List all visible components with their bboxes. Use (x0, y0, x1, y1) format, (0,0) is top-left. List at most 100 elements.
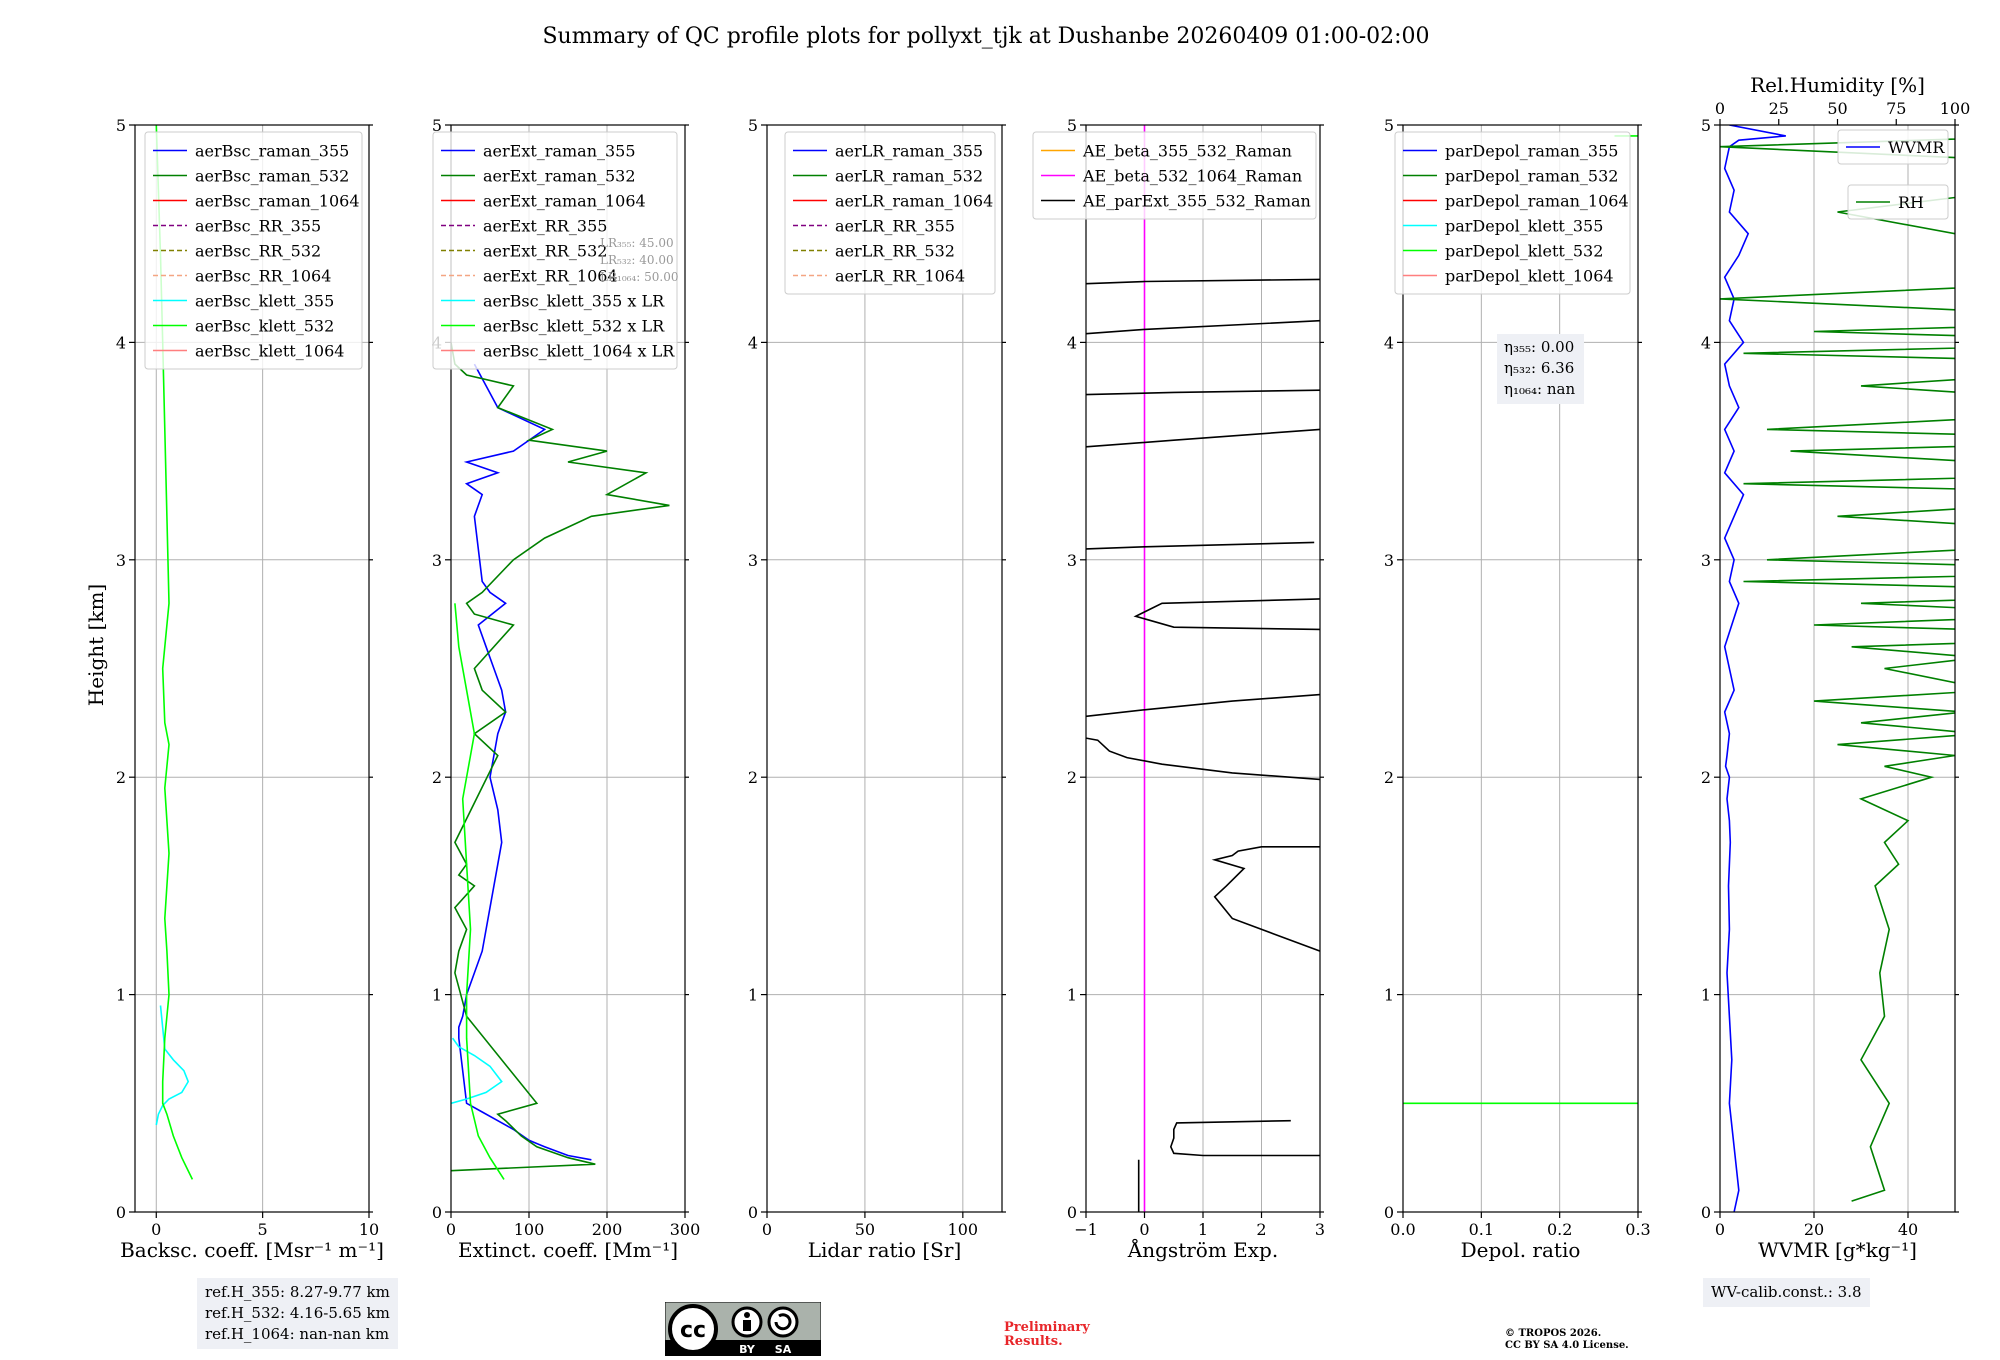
x-tick-label: 0 (446, 1220, 456, 1239)
y-tick-label: 4 (748, 333, 758, 352)
y-tick-label: 3 (1384, 551, 1394, 570)
x-tick-label: 0.1 (1469, 1220, 1494, 1239)
x-tick-label: 3 (1315, 1220, 1325, 1239)
legend-label: aerLR_RR_532 (835, 242, 955, 261)
x-tick-label: 100 (948, 1220, 979, 1239)
series-aerExt_raman_532-1 (451, 342, 670, 1172)
legend-box (1394, 131, 1631, 295)
y-tick-label: 2 (1067, 768, 1077, 787)
x-axis-label: Lidar ratio [Sr] (808, 1238, 962, 1262)
legend-label: parDepol_raman_355 (1445, 142, 1618, 161)
y-tick-label: 3 (116, 551, 126, 570)
legend-label: AE_beta_532_1064_Raman (1082, 167, 1302, 186)
x-tick-label: 0 (1139, 1220, 1149, 1239)
y-tick-label: 1 (1384, 986, 1394, 1005)
lr-annotation: LR₃₅₅: 45.00 (600, 236, 674, 250)
y-tick-label: 3 (432, 551, 442, 570)
copyright-line-2: CC BY SA 4.0 License. (1505, 1340, 1629, 1351)
x-axis-label: Backsc. coeff. [Msr⁻¹ m⁻¹] (120, 1238, 384, 1262)
legend: WVMR RH (1837, 129, 1949, 220)
series-RH-1 (1720, 138, 1955, 1202)
legend-label: aerLR_RR_1064 (835, 267, 965, 286)
legend-label: aerBsc_klett_1064 (195, 342, 344, 361)
ref-height-1064: ref.H_1064: nan-nan km (205, 1325, 390, 1343)
y-tick-label: 5 (432, 116, 442, 135)
legend-label: aerBsc_RR_532 (195, 242, 321, 261)
x-axis-label: Extinct. coeff. [Mm⁻¹] (458, 1238, 678, 1262)
y-tick-label: 4 (116, 333, 126, 352)
x-axis-label: Depol. ratio (1461, 1238, 1581, 1262)
y-tick-label: 5 (1384, 116, 1394, 135)
legend-label: aerBsc_raman_355 (195, 142, 349, 161)
series-WVMR-0 (1723, 125, 1786, 1212)
legend: aerExt_raman_355 aerExt_raman_532 aerExt_r… (432, 131, 678, 370)
legend: aerLR_raman_355 aerLR_raman_532 aerLR_rama… (784, 131, 996, 295)
x-tick-label: 10 (359, 1220, 379, 1239)
legend-label: AE_beta_355_532_Raman (1082, 142, 1292, 161)
x-tick-label: 1 (1198, 1220, 1208, 1239)
legend-box (144, 131, 363, 370)
legend-label: aerBsc_klett_532 x LR (483, 317, 665, 336)
axes-frame (134, 124, 370, 1213)
axes-frame (450, 124, 686, 1213)
y-tick-label: 2 (1384, 768, 1394, 787)
x-tick-label: 0.3 (1625, 1220, 1650, 1239)
legend-label: aerExt_RR_532 (483, 242, 607, 261)
y-tick-label: 0 (1384, 1203, 1394, 1222)
x-axis-label: Ångström Exp. (1127, 1237, 1278, 1262)
y-tick-label: 0 (1067, 1203, 1077, 1222)
y-tick-label: 4 (1701, 333, 1711, 352)
by-label: BY (739, 1343, 756, 1356)
y-tick-label: 1 (116, 986, 126, 1005)
legend-label: aerBsc_klett_355 x LR (483, 292, 665, 311)
legend: parDepol_raman_355 parDepol_raman_532 parD… (1394, 131, 1631, 295)
legend-label: parDepol_klett_355 (1445, 217, 1603, 236)
eta-label: η₅₃₂: 6.36 (1504, 359, 1574, 377)
legend-label: RH (1898, 193, 1924, 212)
y-tick-label: 5 (116, 116, 126, 135)
top-x-tick-label: 25 (1769, 99, 1789, 118)
series-aerBsc_klett_532xLR-3 (454, 603, 505, 1180)
legend-label: aerLR_raman_532 (835, 167, 983, 186)
y-tick-label: 0 (116, 1203, 126, 1222)
lr-annotation: LR₅₃₂: 40.00 (600, 253, 674, 267)
legend-box-wvmr (1837, 129, 1949, 165)
legend-label: aerBsc_raman_1064 (195, 192, 360, 211)
x-tick-label: −1 (1074, 1220, 1098, 1239)
y-tick-label: 0 (432, 1203, 442, 1222)
legend-label: parDepol_raman_1064 (1445, 192, 1629, 211)
legend-label: aerLR_RR_355 (835, 217, 955, 236)
eta-label: η₃₅₅: 0.00 (1504, 338, 1574, 356)
preliminary-line-2: Results. (1004, 1334, 1063, 1349)
legend: aerBsc_raman_355 aerBsc_raman_532 aerBsc_r… (144, 131, 363, 370)
y-tick-label: 1 (432, 986, 442, 1005)
legend-label: aerLR_raman_355 (835, 142, 983, 161)
y-tick-label: 2 (432, 768, 442, 787)
series-group (451, 342, 670, 1180)
sa-label: SA (775, 1343, 792, 1356)
series-group (1086, 125, 1320, 1212)
top-x-axis-label: Rel.Humidity [%] (1750, 73, 1925, 97)
ref-height-532: ref.H_532: 4.16-5.65 km (205, 1304, 390, 1322)
y-tick-label: 4 (1067, 333, 1077, 352)
legend-box-rh (1847, 184, 1949, 220)
top-x-tick-label: 50 (1827, 99, 1847, 118)
legend-label: aerExt_RR_1064 (483, 267, 618, 286)
series-aerBsc_klett_355-0 (155, 1005, 190, 1126)
copyright-line-1: © TROPOS 2026. (1505, 1328, 1602, 1339)
legend-label: aerBsc_klett_355 (195, 292, 334, 311)
eta-label: η₁₀₆₄: nan (1504, 380, 1575, 398)
series-group (1720, 125, 1955, 1212)
cc-by-sa-license-badge: cc BY SA (665, 1302, 821, 1356)
legend-label: aerBsc_RR_1064 (195, 267, 331, 286)
legend-box (1032, 131, 1317, 220)
series-group (155, 125, 194, 1180)
legend-label: parDepol_raman_532 (1445, 167, 1618, 186)
y-axis-label: Height [km] (84, 584, 108, 706)
y-tick-label: 1 (748, 986, 758, 1005)
